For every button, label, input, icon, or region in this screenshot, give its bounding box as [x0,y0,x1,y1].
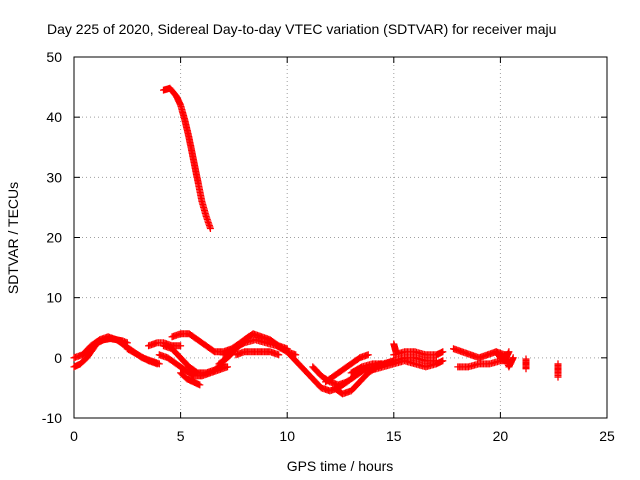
data-points [70,84,562,398]
data-series-arc-15 [322,351,372,386]
y-tick-label: 10 [46,290,62,306]
grid [74,57,607,418]
data-series-arc-24 [501,351,517,371]
x-tick-label: 20 [493,428,509,444]
data-series-arc-12 [232,348,283,359]
y-tick-label: 20 [46,230,62,246]
data-series-arc-19 [390,348,447,359]
y-tick-label: 40 [46,109,62,125]
y-tick-label: -10 [42,410,62,426]
data-series-arc-20 [390,354,440,365]
x-tick-label: 15 [386,428,402,444]
data-series-arc-25 [522,355,530,373]
data-series-arc-9 [177,369,204,389]
x-axis-label: GPS time / hours [287,458,394,474]
data-series-arc-3 [123,345,161,368]
y-tick-label: 30 [46,169,62,185]
chart-title: Day 225 of 2020, Sidereal Day-to-day VTE… [47,21,556,37]
x-tick-label: 5 [177,428,185,444]
axis-ticks: 0 5 10 15 20 25 -10 0 10 20 30 40 50 [42,49,615,444]
y-tick-label: 50 [46,49,62,65]
data-series-arc-27 [390,340,400,356]
y-axis-label: SDTVAR / TECUs [5,182,21,294]
plot-frame [73,56,608,419]
data-series-arc-26 [554,360,562,381]
x-tick-label: 10 [279,428,295,444]
data-series-arc-5 [160,84,214,232]
data-series-arc-7 [160,342,227,377]
x-tick-label: 25 [599,428,615,444]
x-tick-label: 0 [70,428,78,444]
y-tick-label: 0 [54,350,62,366]
